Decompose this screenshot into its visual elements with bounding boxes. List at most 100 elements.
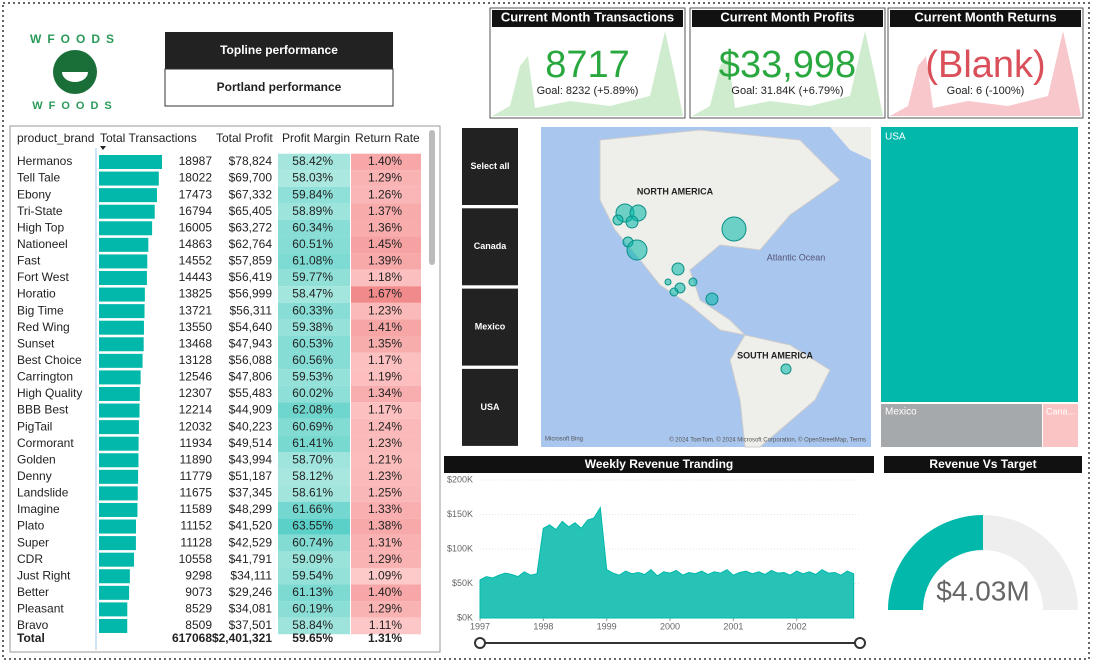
sort-indicator [100,146,106,150]
slicer-label[interactable]: Select all [470,161,509,171]
gauge-fill [888,515,983,610]
margin: 62.08% [292,403,333,417]
logo: WFOODS WFOODS [30,32,120,112]
logo-text: WFOODS [30,32,120,46]
margin: 58.89% [292,204,333,218]
transactions: 17473 [179,187,213,201]
transactions: 14443 [179,270,213,284]
margin: 60.53% [292,336,333,350]
margin: 61.08% [292,254,333,268]
slider-handle[interactable] [854,637,866,649]
margin-cell [278,601,350,618]
slicer-label[interactable]: Canada [474,241,508,251]
treemap-cell[interactable] [881,404,1042,447]
slicer-button[interactable] [462,368,518,446]
return-cell [351,236,421,254]
kpi-sparkline [692,31,883,116]
transactions: 9298 [185,568,212,582]
return-cell [351,385,421,403]
transactions-bar [99,254,148,269]
map [541,127,871,448]
kpi-title-bar [890,10,1081,27]
gauge-value: $4.03M [936,575,1029,606]
return-rate: 1.40% [368,154,402,168]
brand: Horatio [17,287,56,301]
transactions-bar [99,337,144,352]
transactions: 12032 [179,419,213,433]
return-cell [351,418,421,436]
brand: Golden [17,452,56,466]
button-label[interactable]: Portland performance [217,80,342,94]
brand: Landslide [17,486,69,500]
margin: 59.65% [292,631,333,645]
return-rate: 1.38% [368,519,402,533]
return-rate: 1.67% [368,287,402,301]
transactions-bar [99,370,141,385]
margin: 58.70% [292,452,333,466]
slider-handle[interactable] [474,637,486,649]
margin: 59.53% [292,370,333,384]
return-cell [351,369,421,386]
profit: $56,311 [230,303,273,317]
profit: $69,700 [229,171,273,185]
slicer-button[interactable] [462,288,518,366]
column-header: product_brand [17,131,94,145]
profit: $47,806 [229,370,273,384]
return-rate: 1.29% [368,552,402,566]
transactions: 13468 [179,336,213,350]
return-rate: 1.33% [368,502,402,516]
gauge-title-bar [884,456,1082,473]
margin-cell [278,402,350,419]
kpi-title: Current Month Transactions [501,9,674,24]
slicer-label[interactable]: Mexico [475,321,506,331]
transactions: 8509 [185,618,212,632]
button[interactable] [165,32,393,69]
margin-cell [278,186,350,204]
button-label[interactable]: Topline performance [220,43,338,57]
map-label: Atlantic Ocean [767,252,826,262]
brand: Carrington [17,370,73,384]
map-label: SOUTH AMERICA [737,350,813,360]
brand: Big Time [17,303,64,317]
slicer-label[interactable]: USA [480,402,500,412]
margin-cell [278,534,350,552]
transactions-bar [99,155,162,169]
return-cell [351,319,421,336]
brand: Nationeel [17,237,68,251]
y-tick-label: $200K [447,474,473,484]
return-cell [351,617,421,635]
kpi-title-bar [692,10,883,27]
margin: 60.33% [292,303,333,317]
profit: $48,299 [229,502,273,516]
profit: $54,640 [229,320,273,334]
margin: 58.47% [292,287,333,301]
return-cell [351,153,421,171]
brand: Fast [17,254,41,268]
return-rate: 1.36% [368,220,402,234]
profit: $41,791 [229,552,273,566]
margin-cell [278,335,350,353]
treemap-cell[interactable] [1043,404,1078,447]
return-rate: 1.17% [368,353,402,367]
column-header: Return Rate [355,131,420,145]
profit: $67,332 [229,187,273,201]
return-rate: 1.11% [369,618,402,632]
transactions-bar [99,420,139,435]
button[interactable] [164,68,394,107]
scrollbar[interactable] [429,130,435,265]
column-header: Profit Margin [282,131,350,145]
slicer-button[interactable] [462,208,518,286]
margin: 60.51% [292,237,333,251]
profit: $65,405 [229,204,273,218]
treemap-cell[interactable] [881,127,1078,402]
chart-title-bar [444,456,874,473]
margin-cell [278,617,350,635]
brand: Red Wing [17,320,70,334]
brand: Fort West [17,270,69,284]
return-cell [351,335,421,353]
profit: $62,764 [229,237,273,251]
slicer-button[interactable] [462,128,518,205]
margin-cell [278,518,350,535]
return-rate: 1.23% [368,303,402,317]
margin: 58.12% [292,469,333,483]
